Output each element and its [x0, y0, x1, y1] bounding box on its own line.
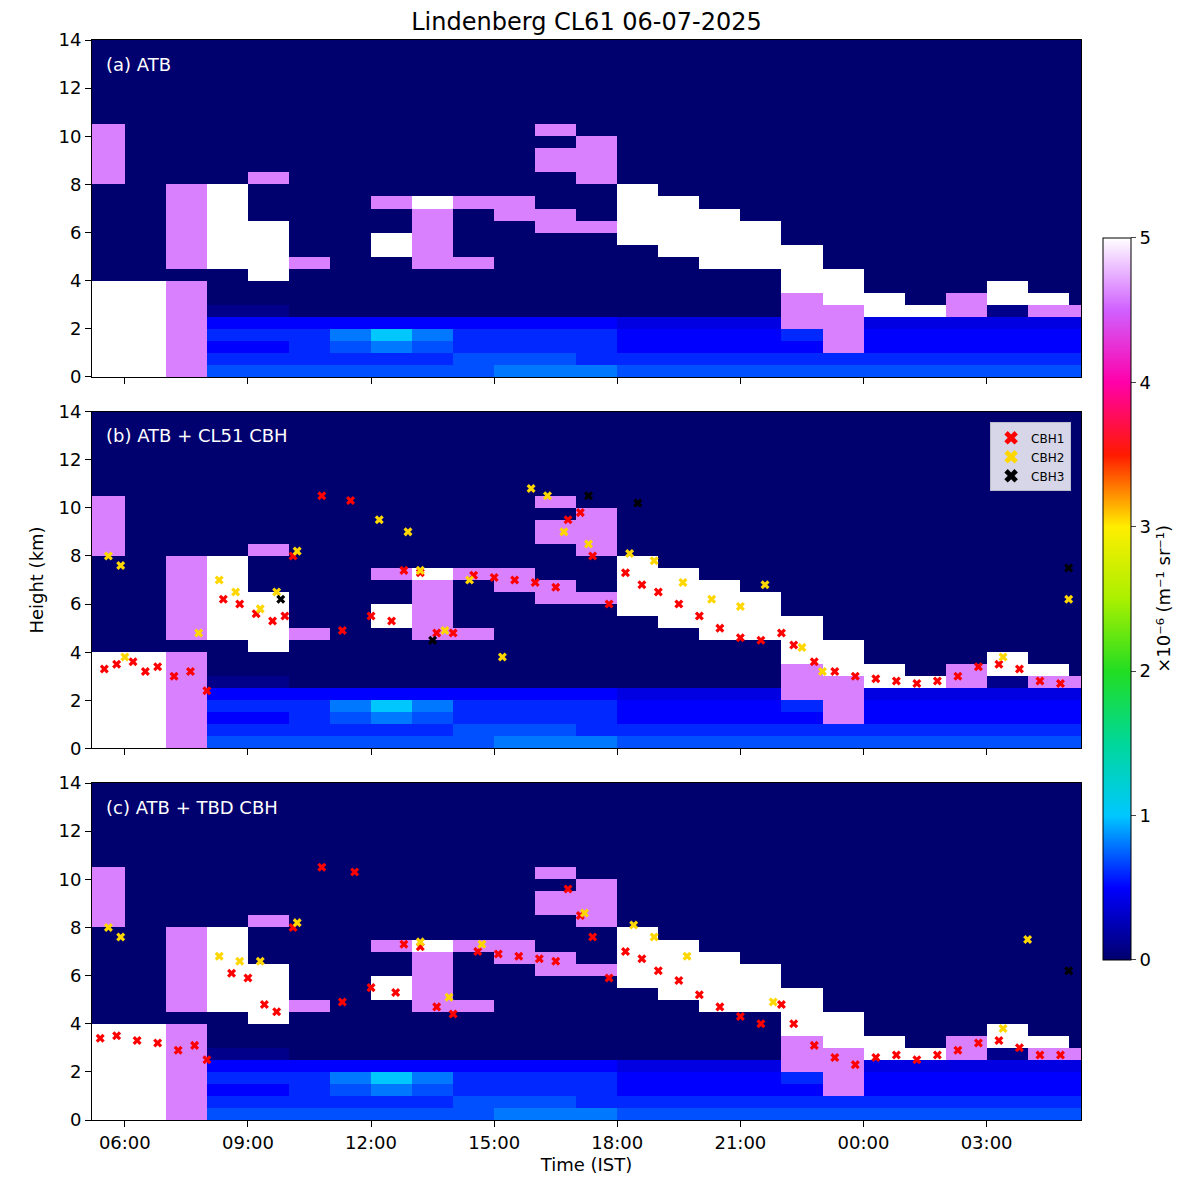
svg-text:(c) ATB + TBD CBH: (c) ATB + TBD CBH — [106, 797, 278, 818]
svg-text:09:00: 09:00 — [222, 1132, 274, 1153]
svg-text:CBH3: CBH3 — [1031, 470, 1064, 484]
svg-text:Time (IST): Time (IST) — [540, 1154, 633, 1175]
svg-text:8: 8 — [70, 545, 81, 566]
svg-text:12: 12 — [58, 77, 81, 98]
svg-text:4: 4 — [70, 642, 81, 663]
svg-text:1: 1 — [1140, 805, 1151, 826]
svg-text:Height (km): Height (km) — [26, 526, 47, 633]
svg-text:0: 0 — [1140, 949, 1151, 970]
svg-text:2: 2 — [70, 1061, 81, 1082]
svg-text:14: 14 — [58, 29, 81, 50]
svg-text:2: 2 — [1140, 660, 1151, 681]
svg-text:06:00: 06:00 — [99, 1132, 151, 1153]
svg-text:4: 4 — [1140, 372, 1151, 393]
svg-text:6: 6 — [70, 593, 81, 614]
svg-text:4: 4 — [70, 270, 81, 291]
svg-text:3: 3 — [1140, 516, 1151, 537]
svg-text:18:00: 18:00 — [591, 1132, 643, 1153]
svg-text:15:00: 15:00 — [468, 1132, 520, 1153]
svg-text:6: 6 — [70, 965, 81, 986]
svg-text:Lindenberg CL61 06-07-2025: Lindenberg CL61 06-07-2025 — [411, 8, 762, 36]
svg-text:10: 10 — [58, 497, 81, 518]
svg-text:12: 12 — [58, 449, 81, 470]
svg-text:10: 10 — [58, 869, 81, 890]
svg-text:14: 14 — [58, 401, 81, 422]
svg-text:4: 4 — [70, 1013, 81, 1034]
svg-text:21:00: 21:00 — [714, 1132, 766, 1153]
svg-text:8: 8 — [70, 917, 81, 938]
svg-text:10: 10 — [58, 126, 81, 147]
svg-text:CBH1: CBH1 — [1031, 432, 1064, 446]
svg-text:2: 2 — [70, 690, 81, 711]
svg-text:×10⁻⁶ (m⁻¹ sr⁻¹): ×10⁻⁶ (m⁻¹ sr⁻¹) — [1153, 525, 1174, 673]
svg-text:14: 14 — [58, 772, 81, 793]
svg-text:5: 5 — [1140, 227, 1151, 248]
svg-text:00:00: 00:00 — [838, 1132, 890, 1153]
svg-text:12: 12 — [58, 820, 81, 841]
svg-text:12:00: 12:00 — [345, 1132, 397, 1153]
svg-text:03:00: 03:00 — [961, 1132, 1013, 1153]
svg-text:2: 2 — [70, 318, 81, 339]
svg-text:0: 0 — [70, 738, 81, 759]
svg-text:8: 8 — [70, 174, 81, 195]
svg-text:(a) ATB: (a) ATB — [106, 54, 171, 75]
svg-text:0: 0 — [70, 1109, 81, 1130]
svg-text:CBH2: CBH2 — [1031, 451, 1064, 465]
svg-text:0: 0 — [70, 366, 81, 387]
svg-text:6: 6 — [70, 222, 81, 243]
svg-text:(b) ATB + CL51 CBH: (b) ATB + CL51 CBH — [106, 425, 288, 446]
